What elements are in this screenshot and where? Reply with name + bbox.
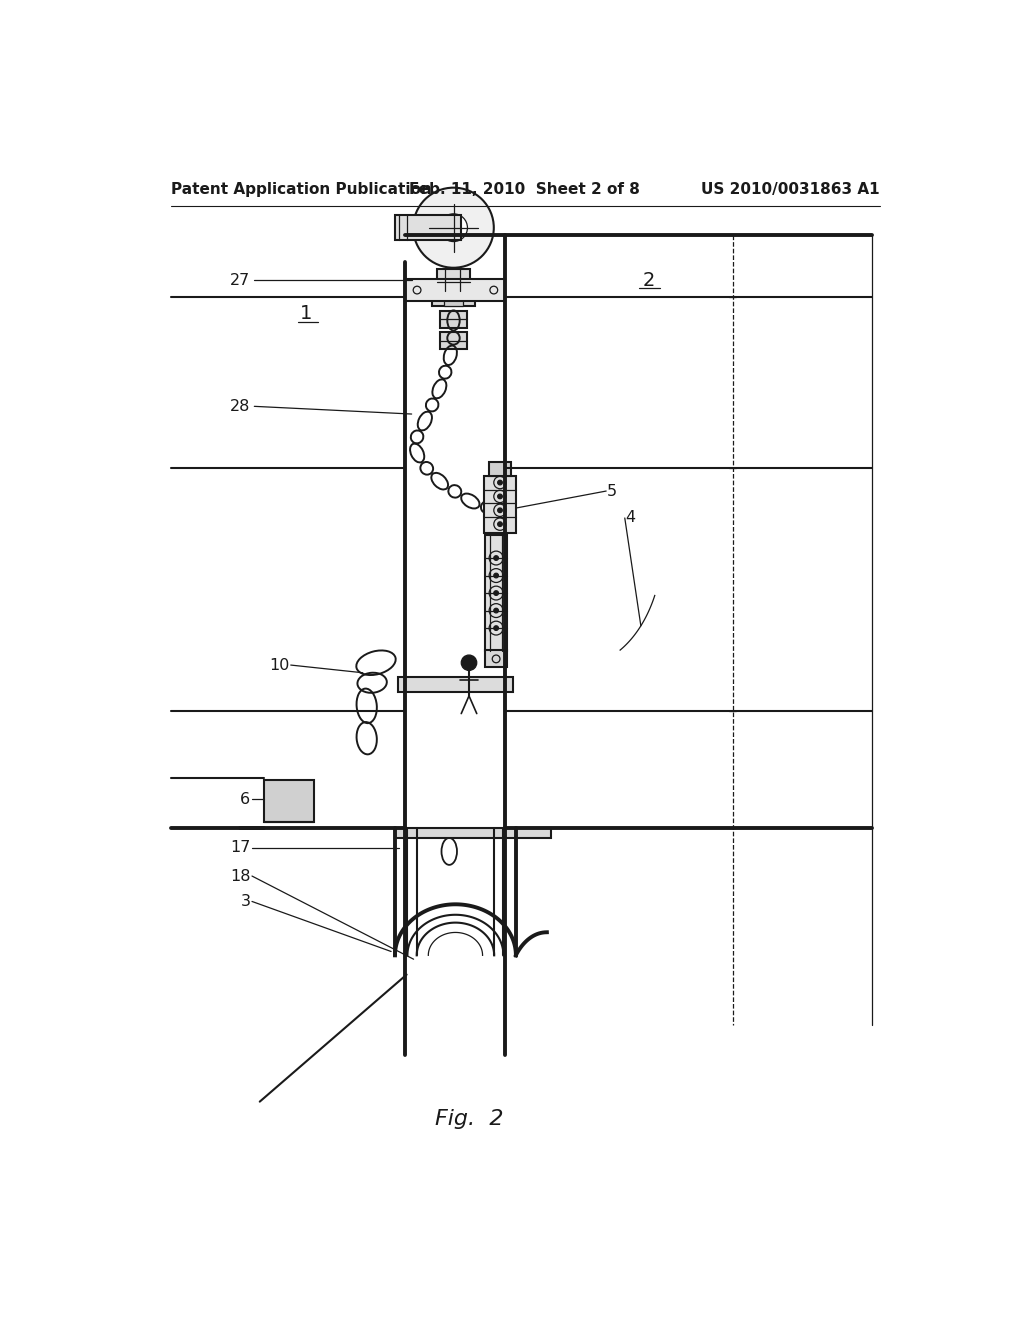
Circle shape xyxy=(461,655,477,671)
Circle shape xyxy=(439,214,467,242)
Circle shape xyxy=(498,494,503,499)
Bar xyxy=(489,462,511,475)
Circle shape xyxy=(494,591,499,595)
Circle shape xyxy=(414,187,494,268)
Bar xyxy=(397,677,513,692)
Text: 18: 18 xyxy=(230,869,251,883)
Text: 27: 27 xyxy=(230,272,251,288)
Bar xyxy=(395,829,551,838)
Text: Feb. 11, 2010  Sheet 2 of 8: Feb. 11, 2010 Sheet 2 of 8 xyxy=(410,182,640,197)
Circle shape xyxy=(494,609,499,612)
Circle shape xyxy=(498,521,503,527)
Text: US 2010/0031863 A1: US 2010/0031863 A1 xyxy=(701,182,880,197)
Text: 3: 3 xyxy=(241,894,251,909)
Circle shape xyxy=(494,626,499,631)
Bar xyxy=(485,535,507,651)
Bar xyxy=(437,269,470,290)
Text: 2: 2 xyxy=(643,271,655,289)
Bar xyxy=(439,333,467,350)
Text: 5: 5 xyxy=(607,483,617,499)
Text: Patent Application Publication: Patent Application Publication xyxy=(171,182,431,197)
Bar xyxy=(439,312,467,327)
Text: 17: 17 xyxy=(230,840,251,855)
Circle shape xyxy=(498,480,503,484)
Bar xyxy=(263,780,314,822)
Bar xyxy=(395,215,461,240)
Text: Fig.  2: Fig. 2 xyxy=(435,1109,503,1130)
Bar xyxy=(432,293,475,306)
Circle shape xyxy=(494,573,499,578)
Bar xyxy=(485,649,507,667)
Bar xyxy=(483,475,516,533)
Circle shape xyxy=(494,556,499,560)
Text: 28: 28 xyxy=(230,399,251,414)
Bar xyxy=(444,293,463,306)
Text: 1: 1 xyxy=(300,305,312,323)
Bar xyxy=(406,280,506,301)
Text: 6: 6 xyxy=(241,792,251,807)
Text: 10: 10 xyxy=(269,657,289,673)
Circle shape xyxy=(498,508,503,512)
Text: 4: 4 xyxy=(626,511,636,525)
